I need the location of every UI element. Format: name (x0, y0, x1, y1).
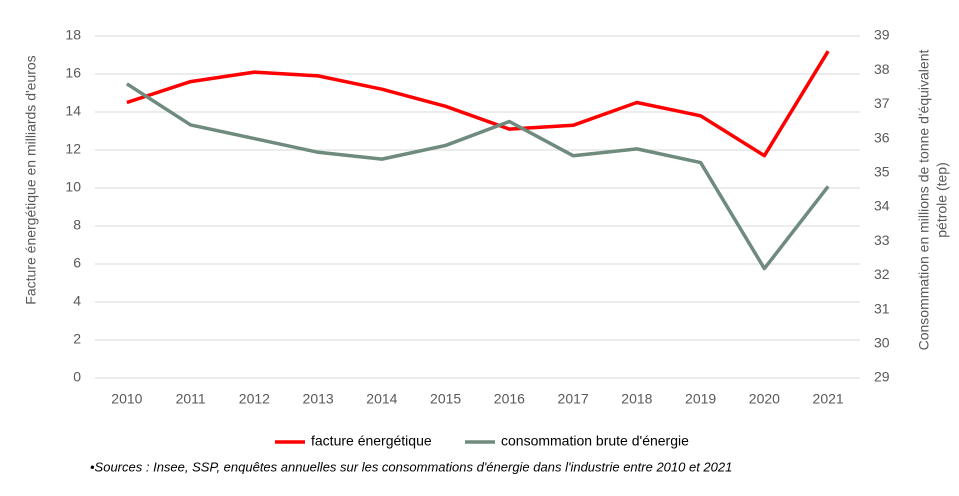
y-tick-label: 8 (73, 217, 81, 233)
y2-tick-label: 39 (874, 27, 890, 43)
y-tick-label: 18 (65, 27, 81, 43)
y2-tick-label: 31 (874, 300, 890, 316)
y2-tick-label: 35 (874, 164, 890, 180)
x-tick-label: 2017 (558, 391, 589, 407)
x-tick-label: 2019 (685, 391, 716, 407)
x-tick-label: 2010 (111, 391, 142, 407)
y2-axis-title: Consommation en millions de tonne d'équi… (916, 50, 932, 351)
y2-axis-title: pétrole (tep) (934, 162, 950, 237)
y2-tick-label: 37 (874, 95, 890, 111)
x-tick-label: 2011 (176, 391, 206, 407)
y2-tick-label: 30 (874, 335, 890, 351)
y-axis-title: Facture énergétique en milliards d'euros (23, 55, 39, 304)
x-tick-label: 2013 (303, 391, 334, 407)
legend-label: consommation brute d'énergie (501, 433, 689, 449)
data-line (125, 82, 830, 271)
y2-tick-label: 38 (874, 61, 890, 77)
y2-tick-label: 29 (874, 369, 890, 385)
y2-tick-label: 33 (874, 232, 890, 248)
x-tick-label: 2014 (366, 391, 397, 407)
y2-tick-label: 34 (874, 198, 890, 214)
y-tick-label: 10 (65, 179, 81, 195)
legend-label: facture énergétique (311, 433, 432, 449)
y-tick-label: 16 (65, 65, 81, 81)
x-tick-label: 2018 (621, 391, 652, 407)
data-line (126, 50, 830, 158)
x-tick-label: 2021 (813, 391, 844, 407)
y-tick-label: 12 (65, 141, 81, 157)
y-tick-label: 4 (73, 293, 81, 309)
y-tick-label: 6 (73, 255, 81, 271)
source-note: •Sources : Insee, SSP, enquêtes annuelle… (90, 459, 732, 474)
x-tick-label: 2016 (494, 391, 525, 407)
y-tick-label: 2 (73, 331, 81, 347)
y2-tick-label: 32 (874, 266, 890, 282)
y-tick-label: 0 (73, 369, 81, 385)
x-tick-label: 2020 (749, 391, 780, 407)
x-tick-label: 2012 (239, 391, 270, 407)
y2-tick-label: 36 (874, 129, 890, 145)
y-tick-label: 14 (65, 103, 81, 119)
x-tick-label: 2015 (430, 391, 461, 407)
